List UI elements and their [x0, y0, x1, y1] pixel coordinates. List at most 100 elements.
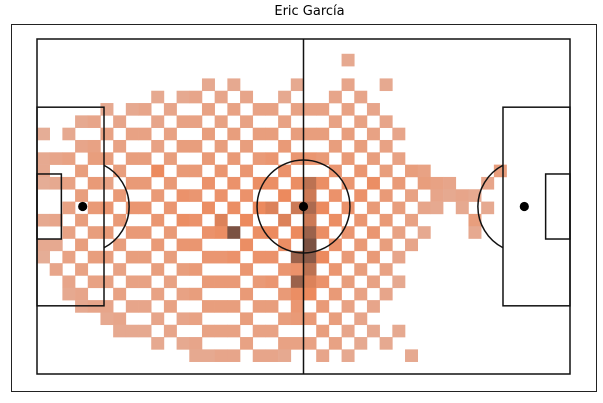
heatmap-bin: [163, 201, 177, 215]
heatmap-bin: [354, 139, 368, 153]
heatmap-bin: [316, 176, 330, 190]
heatmap-bin: [354, 287, 368, 301]
heatmap-bin: [252, 275, 266, 289]
heatmap-bin: [278, 164, 292, 178]
heatmap-bin: [100, 275, 114, 289]
heatmap-bin: [138, 176, 152, 190]
heatmap-bin: [316, 275, 330, 289]
heatmap-bin: [290, 226, 304, 239]
heatmap-bin: [265, 103, 279, 116]
heatmap-bin: [163, 324, 177, 338]
heatmap-bin: [379, 115, 393, 128]
heatmap-bin: [214, 349, 228, 362]
heatmap-bin: [265, 349, 279, 362]
heatmap-bin: [214, 139, 228, 153]
heatmap-bin: [290, 127, 304, 141]
heatmap-bin: [113, 263, 127, 276]
heatmap-bin: [163, 300, 177, 313]
heatmap-bin: [379, 263, 393, 276]
heatmap-bin: [201, 103, 215, 116]
heatmap-bin: [354, 115, 368, 128]
heatmap-bin: [379, 189, 393, 202]
heatmap-bin: [328, 238, 342, 252]
heatmap-bin: [214, 189, 228, 202]
heatmap-bin: [316, 349, 330, 362]
heatmap-bin: [189, 349, 203, 362]
heatmap-bin: [265, 176, 279, 190]
heatmap-bin: [328, 312, 342, 326]
heatmap-bin: [125, 201, 139, 215]
heatmap-bin: [366, 226, 380, 239]
heatmap-bin: [75, 189, 89, 202]
heatmap-bin: [189, 287, 203, 301]
heatmap-bin: [405, 164, 419, 178]
heatmap-bin: [62, 127, 76, 141]
heatmap-bin: [75, 213, 89, 227]
heatmap-bin: [278, 337, 292, 350]
heatmap-bin: [138, 275, 152, 289]
heatmap-bin: [290, 250, 304, 264]
heatmap-bin: [405, 349, 419, 362]
heatmap-bin: [316, 152, 330, 165]
heatmap-bin: [354, 189, 368, 202]
heatmap-bin: [87, 152, 101, 165]
heatmap-bin: [75, 115, 89, 128]
heatmap-bin: [151, 287, 165, 301]
heatmap-bin: [366, 300, 380, 313]
heatmap-bin: [189, 115, 203, 128]
heatmap-bin: [240, 213, 254, 227]
heatmap-bin: [354, 337, 368, 350]
heatmap-bin: [163, 176, 177, 190]
heatmap-bin: [252, 300, 266, 313]
heatmap-bin: [151, 115, 165, 128]
heatmap-bin: [316, 324, 330, 338]
heatmap-bin: [37, 164, 50, 178]
heatmap-bin: [290, 275, 304, 289]
heatmap-bin: [328, 337, 342, 350]
heatmap-bin: [265, 127, 279, 141]
centre-circle: [256, 159, 351, 254]
heatmap-bin: [138, 324, 152, 338]
heatmap-bin: [189, 238, 203, 252]
heatmap-bin: [214, 250, 228, 264]
heatmap-bin: [316, 127, 330, 141]
heatmap-bin: [252, 176, 266, 190]
plot-frame: [11, 24, 597, 392]
heatmap-bin: [341, 127, 355, 141]
heatmap-bin: [75, 139, 89, 153]
heatmap-bin: [201, 201, 215, 215]
heatmap-bin: [366, 275, 380, 289]
heatmap-bin: [87, 115, 101, 128]
heatmap-bin: [189, 213, 203, 227]
heatmap-bin: [328, 115, 342, 128]
heatmap-bin: [163, 127, 177, 141]
heatmap-bin: [189, 139, 203, 153]
heatmap-bin: [62, 152, 76, 165]
heatmap-bin: [125, 127, 139, 141]
left-penalty-arc: [103, 164, 130, 249]
heatmap-bin: [252, 103, 266, 116]
heatmap-bin: [176, 189, 190, 202]
heatmap-bin: [290, 337, 304, 350]
heatmap-bin: [163, 226, 177, 239]
right-six-yard-box: [544, 173, 571, 240]
heatmap-bin: [392, 152, 406, 165]
right-penalty-box: [502, 106, 571, 307]
heatmap-bin: [37, 176, 50, 190]
heatmap-bin: [443, 176, 457, 190]
heatmap-bin: [328, 287, 342, 301]
heatmap-bin: [303, 213, 317, 227]
heatmap-bin: [392, 201, 406, 215]
heatmap-bin: [278, 213, 292, 227]
heatmap-bin: [163, 250, 177, 264]
heatmap-bin: [265, 250, 279, 264]
heatmap-bin: [113, 324, 127, 338]
heatmap-bin: [468, 213, 482, 227]
heatmap-bin: [379, 337, 393, 350]
heatmap-bin: [176, 90, 190, 104]
heatmap-bin: [455, 189, 469, 202]
chart-title: Eric García: [274, 4, 345, 19]
heatmap-bin: [138, 127, 152, 141]
heatmap-bin: [354, 263, 368, 276]
heatmap-bin: [366, 103, 380, 116]
